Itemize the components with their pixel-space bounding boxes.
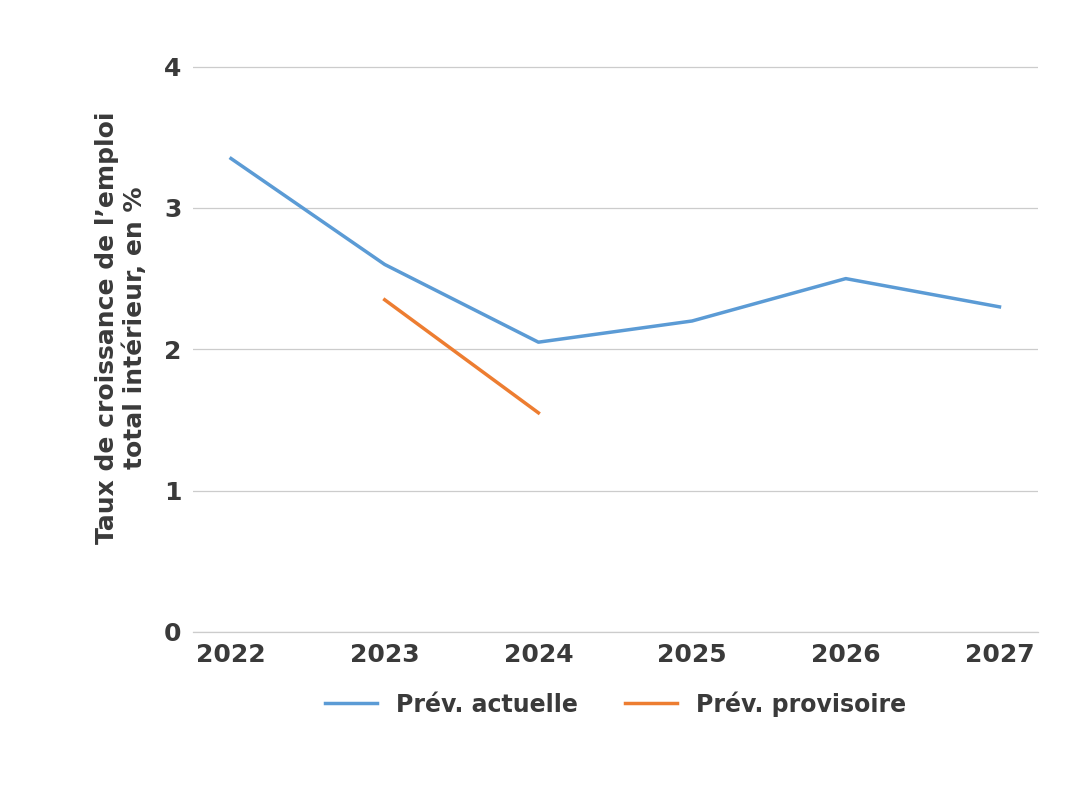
Y-axis label: Taux de croissance de l’emploi
total intérieur, en %: Taux de croissance de l’emploi total int… (95, 112, 148, 544)
Legend: Prév. actuelle, Prév. provisoire: Prév. actuelle, Prév. provisoire (316, 682, 915, 727)
